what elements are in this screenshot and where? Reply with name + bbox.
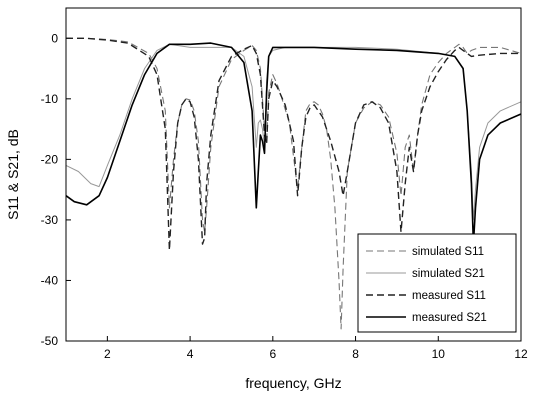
x-tick-label: 6 xyxy=(269,347,276,361)
legend-label: simulated S11 xyxy=(412,246,484,258)
legend: simulated S11 simulated S21 measured S11 me… xyxy=(357,233,517,333)
legend-box xyxy=(357,233,517,333)
y-tick-label: -20 xyxy=(41,152,59,166)
series-line-1 xyxy=(66,37,522,330)
x-tick-label: 2 xyxy=(104,347,111,361)
x-tick-label: 4 xyxy=(187,347,194,361)
y-tick-label: -50 xyxy=(41,334,59,348)
x-tick-label: 10 xyxy=(432,347,446,361)
plot-frame xyxy=(65,7,522,342)
legend-label: simulated S21 xyxy=(412,268,485,280)
series-layer xyxy=(65,37,522,330)
legend-label: measured S21 xyxy=(412,312,487,324)
x-tick-label: 12 xyxy=(514,347,528,361)
legend-label: measured S11 xyxy=(412,290,486,302)
y-tick-label: -10 xyxy=(41,92,59,106)
y-tick-label: -40 xyxy=(41,273,59,287)
x-tick-label: 8 xyxy=(352,347,359,361)
x-axis-label: frequency, GHz xyxy=(245,375,341,391)
series-line-4 xyxy=(65,42,522,245)
series-line-2 xyxy=(65,43,522,221)
y-tick-label: 0 xyxy=(51,31,58,45)
y-axis-label: S11 & S21, dB xyxy=(5,129,21,220)
series-line-3 xyxy=(66,37,521,251)
y-tick-label: -30 xyxy=(41,213,59,227)
